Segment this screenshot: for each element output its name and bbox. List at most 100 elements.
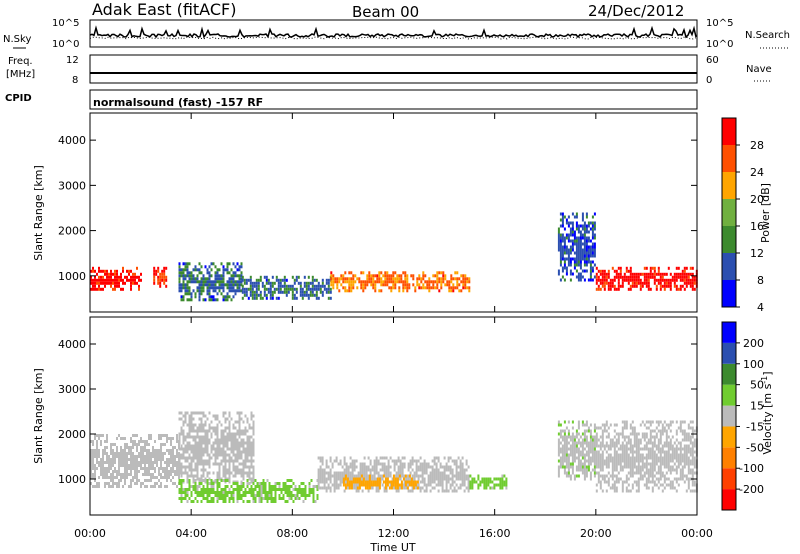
data-cell bbox=[377, 474, 380, 478]
data-cell bbox=[675, 272, 678, 276]
data-cell bbox=[319, 468, 322, 472]
data-cell bbox=[653, 281, 656, 285]
data-cell bbox=[184, 435, 187, 439]
data-cell bbox=[597, 453, 600, 457]
data-cell bbox=[363, 468, 366, 472]
data-cell bbox=[186, 474, 189, 478]
data-cell bbox=[424, 274, 427, 278]
data-cell bbox=[689, 284, 692, 288]
data-cell bbox=[178, 447, 181, 451]
data-cell bbox=[693, 483, 696, 487]
data-cell bbox=[108, 278, 110, 282]
data-cell bbox=[176, 455, 178, 458]
colorbar-swatch bbox=[722, 426, 736, 448]
data-cell bbox=[625, 441, 628, 445]
data-cell bbox=[559, 257, 562, 261]
data-cell bbox=[238, 441, 241, 445]
data-cell bbox=[601, 432, 604, 436]
data-cell bbox=[633, 462, 636, 466]
data-cell bbox=[98, 284, 100, 288]
data-cell bbox=[134, 482, 136, 485]
data-cell bbox=[178, 479, 181, 482]
data-cell bbox=[259, 278, 262, 282]
data-cell bbox=[651, 456, 654, 460]
data-cell bbox=[691, 489, 694, 493]
data-cell bbox=[627, 278, 630, 282]
data-cell bbox=[577, 432, 580, 436]
data-cell bbox=[230, 283, 233, 287]
data-cell bbox=[224, 479, 227, 482]
data-cell bbox=[467, 483, 470, 487]
data-cell bbox=[425, 489, 428, 493]
data-cell bbox=[691, 471, 694, 475]
data-cell bbox=[681, 269, 684, 273]
data-cell bbox=[693, 444, 696, 448]
data-cell bbox=[178, 471, 181, 475]
data-cell bbox=[160, 458, 162, 461]
data-cell bbox=[188, 485, 191, 488]
data-cell bbox=[157, 281, 160, 285]
data-cell bbox=[627, 471, 630, 475]
data-cell bbox=[659, 477, 662, 481]
data-cell bbox=[619, 447, 622, 451]
data-cell bbox=[575, 239, 578, 243]
data-cell bbox=[587, 465, 590, 469]
data-cell bbox=[433, 480, 436, 484]
data-cell bbox=[172, 470, 174, 473]
data-cell bbox=[110, 476, 112, 479]
data-cell bbox=[118, 473, 120, 476]
data-cell bbox=[681, 459, 684, 463]
data-cell bbox=[321, 468, 324, 472]
data-cell bbox=[190, 423, 193, 427]
data-cell bbox=[565, 269, 568, 273]
data-cell bbox=[96, 446, 98, 449]
data-cell bbox=[338, 280, 341, 284]
freq-right-tick-bottom: 0 bbox=[706, 75, 712, 86]
data-cell bbox=[633, 284, 636, 288]
data-cell bbox=[340, 277, 343, 281]
data-cell bbox=[362, 480, 365, 484]
data-cell bbox=[174, 482, 176, 485]
data-cell bbox=[210, 444, 213, 448]
data-cell bbox=[653, 465, 656, 469]
data-cell bbox=[647, 278, 650, 282]
data-cell bbox=[102, 449, 104, 452]
data-cell bbox=[593, 450, 596, 454]
data-cell bbox=[374, 274, 377, 278]
data-cell bbox=[581, 248, 584, 252]
data-cell bbox=[458, 277, 461, 281]
data-cell bbox=[291, 275, 294, 279]
data-cell bbox=[152, 455, 154, 458]
data-cell bbox=[431, 474, 434, 478]
data-cell bbox=[200, 453, 203, 457]
data-cell bbox=[613, 456, 616, 460]
data-cell bbox=[206, 482, 209, 485]
data-cell bbox=[433, 462, 436, 466]
data-cell bbox=[419, 480, 422, 484]
data-cell bbox=[200, 444, 203, 448]
data-cell bbox=[252, 420, 255, 424]
data-cell bbox=[683, 429, 686, 433]
data-cell bbox=[575, 221, 578, 225]
data-cell bbox=[661, 459, 664, 463]
data-cell bbox=[252, 494, 255, 497]
data-cell bbox=[581, 447, 584, 451]
data-cell bbox=[663, 462, 666, 466]
data-cell bbox=[645, 483, 648, 487]
data-cell bbox=[625, 426, 628, 430]
data-cell bbox=[629, 456, 632, 460]
data-cell bbox=[341, 474, 344, 478]
data-cell bbox=[172, 467, 174, 470]
data-cell bbox=[385, 456, 388, 460]
data-cell bbox=[126, 443, 128, 446]
data-cell bbox=[252, 426, 255, 430]
data-cell bbox=[619, 272, 622, 276]
data-cell bbox=[353, 474, 356, 478]
data-cell bbox=[248, 474, 251, 478]
data-cell bbox=[159, 278, 162, 282]
data-cell bbox=[266, 491, 269, 494]
data-cell bbox=[393, 486, 396, 490]
data-cell bbox=[230, 447, 233, 451]
data-cell bbox=[274, 491, 277, 494]
data-cell bbox=[408, 483, 411, 487]
